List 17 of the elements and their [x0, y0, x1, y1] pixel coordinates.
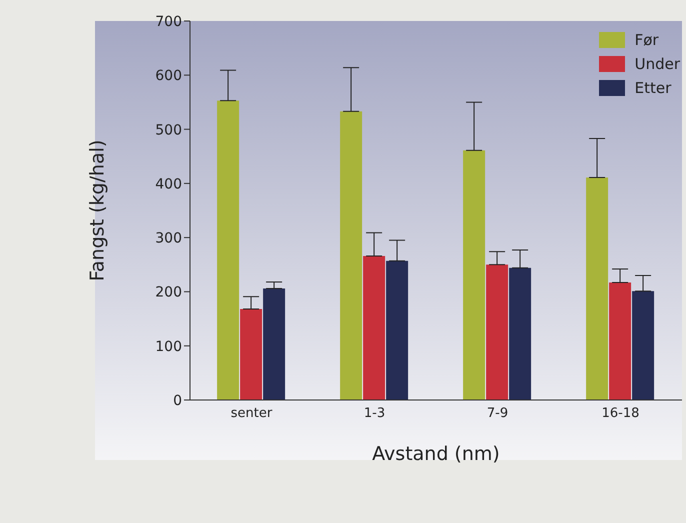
legend-label: Under — [634, 55, 680, 73]
x-tick-label: 1-3 — [364, 406, 386, 422]
x-axis-title: Avstand (nm) — [372, 443, 500, 465]
y-tick-label: 100 — [155, 338, 182, 355]
y-tick-label: 600 — [155, 68, 182, 84]
legend-label: Før — [634, 31, 659, 49]
y-tick-label: 200 — [155, 284, 182, 301]
legend-label: Etter — [634, 79, 672, 97]
y-tick-label: 300 — [155, 230, 182, 247]
y-tick-label: 700 — [155, 14, 182, 30]
y-tick-label: 500 — [155, 122, 182, 138]
y-axis-title: Fangst (kg/hal) — [86, 140, 109, 282]
y-tick-label: 0 — [173, 392, 182, 409]
x-tick-label: 16-18 — [602, 406, 640, 422]
x-tick-label: 7-9 — [486, 406, 508, 422]
x-tick-label: senter — [230, 406, 273, 422]
y-tick-label: 400 — [155, 176, 182, 192]
